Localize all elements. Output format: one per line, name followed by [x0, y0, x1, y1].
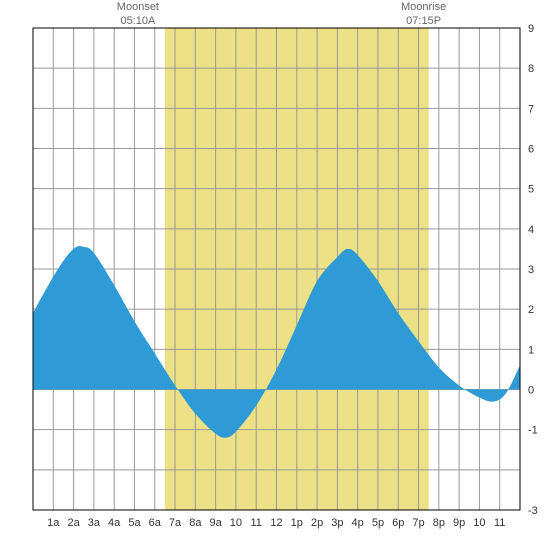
svg-text:0: 0	[528, 385, 534, 397]
svg-text:9: 9	[528, 23, 534, 35]
svg-text:8p: 8p	[433, 517, 445, 529]
svg-text:6a: 6a	[149, 517, 162, 529]
svg-text:3a: 3a	[88, 517, 101, 529]
svg-text:3: 3	[528, 264, 534, 276]
svg-text:12: 12	[270, 517, 282, 529]
chart-svg: -3-101234567891a2a3a4a5a6a7a8a9a1011121p…	[0, 0, 550, 550]
svg-text:-3: -3	[528, 505, 538, 517]
svg-text:2: 2	[528, 304, 534, 316]
svg-text:2p: 2p	[311, 517, 323, 529]
svg-text:6p: 6p	[392, 517, 404, 529]
moonrise-time: 07:15P	[394, 14, 454, 28]
svg-text:9p: 9p	[453, 517, 465, 529]
svg-text:11: 11	[250, 517, 261, 529]
svg-text:4a: 4a	[108, 517, 121, 529]
svg-text:7a: 7a	[169, 517, 182, 529]
svg-text:6: 6	[528, 144, 534, 156]
svg-text:-1: -1	[528, 425, 538, 437]
moonset-title: Moonset	[108, 0, 168, 14]
svg-text:1a: 1a	[47, 517, 60, 529]
svg-text:7p: 7p	[412, 517, 424, 529]
svg-text:11: 11	[494, 517, 505, 529]
moonrise-annotation: Moonrise 07:15P	[394, 0, 454, 29]
svg-text:1: 1	[528, 344, 534, 356]
svg-text:4: 4	[528, 224, 534, 236]
tide-chart: -3-101234567891a2a3a4a5a6a7a8a9a1011121p…	[0, 0, 550, 550]
svg-text:10: 10	[230, 517, 242, 529]
svg-text:8: 8	[528, 63, 534, 75]
svg-text:2a: 2a	[67, 517, 80, 529]
svg-text:5p: 5p	[372, 517, 384, 529]
svg-text:5a: 5a	[128, 517, 141, 529]
moonset-time: 05:10A	[108, 14, 168, 28]
svg-text:5: 5	[528, 184, 534, 196]
svg-text:3p: 3p	[331, 517, 343, 529]
svg-text:10: 10	[473, 517, 485, 529]
svg-text:8a: 8a	[189, 517, 202, 529]
svg-text:9a: 9a	[210, 517, 223, 529]
svg-text:7: 7	[528, 103, 534, 115]
moonset-annotation: Moonset 05:10A	[108, 0, 168, 29]
svg-text:4p: 4p	[352, 517, 364, 529]
moonrise-title: Moonrise	[394, 0, 454, 14]
svg-text:1p: 1p	[291, 517, 303, 529]
